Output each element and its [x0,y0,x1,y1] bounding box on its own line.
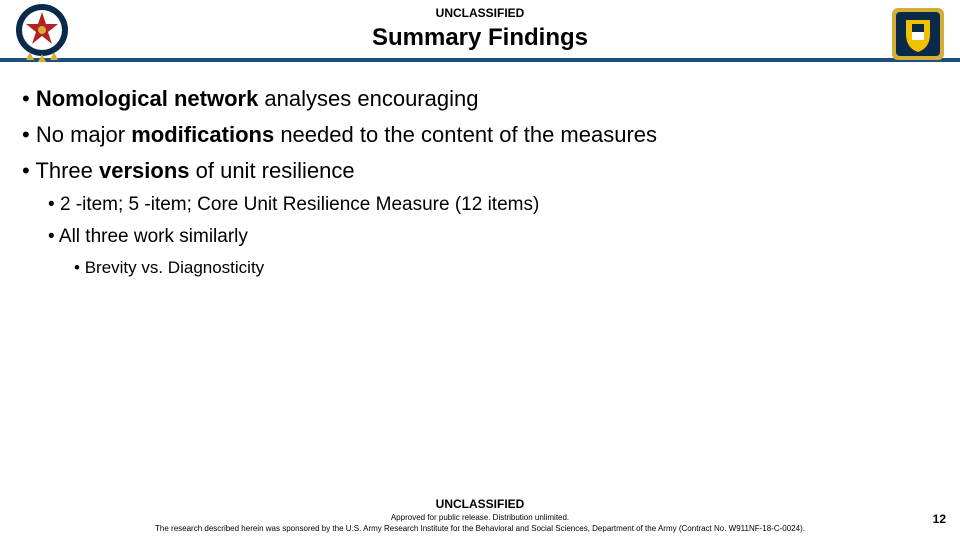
footnote-line2: The research described herein was sponso… [0,524,960,534]
logo-left [10,2,74,66]
bullet-level-1: Nomological network analyses encouraging [22,86,938,112]
slide-content: Nomological network analyses encouraging… [0,72,960,540]
header-rule [0,58,960,62]
footnote-line1: Approved for public release. Distributio… [0,513,960,523]
bullet-level-2: All three work similarly [48,226,938,248]
ari-shield-icon [886,2,950,66]
bullet-level-1: Three versions of unit resilience [22,158,938,184]
logo-right [886,2,950,66]
page-number: 12 [933,512,946,526]
chief-of-staff-seal-icon [10,2,74,66]
classification-bottom: UNCLASSIFIED [0,497,960,511]
bullet-level-2: 2 -item; 5 -item; Core Unit Resilience M… [48,194,938,216]
classification-top: UNCLASSIFIED [0,0,960,20]
slide-footer: UNCLASSIFIED Approved for public release… [0,497,960,534]
slide-title: Summary Findings [0,24,960,52]
bullet-level-1: No major modifications needed to the con… [22,122,938,148]
slide-header: UNCLASSIFIED Summary Findings [0,0,960,72]
bullet-level-3: Brevity vs. Diagnosticity [74,258,938,278]
slide: UNCLASSIFIED Summary Findings Nomologica… [0,0,960,540]
